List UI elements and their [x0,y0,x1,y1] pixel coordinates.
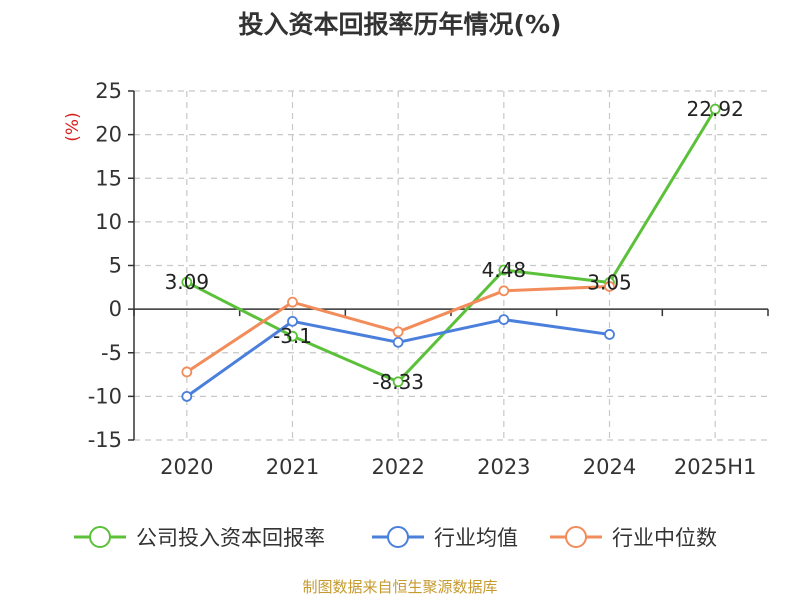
x-tick-label: 2025H1 [674,455,757,479]
series-line [186,108,717,384]
axis-layer: -15 -10 -5 0 5 10 15 20 25 2020 2021 2022 2023 2024 20… [88,79,769,479]
y-tick-label: 10 [95,210,122,234]
y-tick-label: 20 [95,123,122,147]
series-point [181,390,193,402]
series-point [498,264,510,276]
x-tick-label: 2023 [477,455,530,479]
data-label: -3.1 [273,324,312,348]
data-label-layer: 3.09 -3.1 -8.33 4.48 3.05 22.92 [165,97,744,394]
grid-layer [134,90,768,441]
y-tick-label: 0 [109,297,122,321]
y-axis-unit: (%) [63,112,83,141]
y-tick-label: 15 [95,166,122,190]
series-point [287,296,298,308]
data-label: -8.33 [372,370,424,394]
y-tick-label: 25 [95,79,122,103]
legend-label: 公司投入资本回报率 [136,526,325,550]
series-point [604,281,615,292]
legend-swatch-marker [89,526,111,548]
y-tick-label: -5 [101,341,122,365]
legend-label: 行业均值 [434,526,518,550]
series-point [287,315,298,327]
series-point [709,103,721,115]
series-point [181,276,193,288]
series-point [392,336,404,348]
source-note: 制图数据来自恒生聚源数据库 [302,578,497,596]
x-tick-label: 2021 [266,455,319,479]
series-point [392,376,404,388]
series-point [604,329,615,340]
y-tick-label: 5 [109,254,122,278]
series-point [392,326,404,338]
data-label: 3.05 [587,271,632,295]
y-tick-label: -15 [88,428,122,452]
legend: 公司投入资本回报率 行业均值 行业中位数 [74,526,717,550]
y-tick-label: -10 [88,384,122,408]
series-point [498,285,510,297]
x-tick-label: 2022 [371,455,424,479]
x-tick-label: 2024 [583,455,636,479]
series-point [181,366,193,378]
data-label: 22.92 [687,97,744,121]
data-label: 4.48 [482,258,527,282]
legend-label: 行业中位数 [612,526,717,550]
legend-swatch-marker [387,526,409,548]
x-tick-label: 2020 [160,455,213,479]
series-point [498,314,510,325]
data-label: 3.09 [165,270,210,294]
chart-title: 投入资本回报率历年情况(%) [239,10,562,39]
series-point [287,330,298,342]
series-layer [181,103,721,402]
legend-swatch-marker [565,526,587,548]
